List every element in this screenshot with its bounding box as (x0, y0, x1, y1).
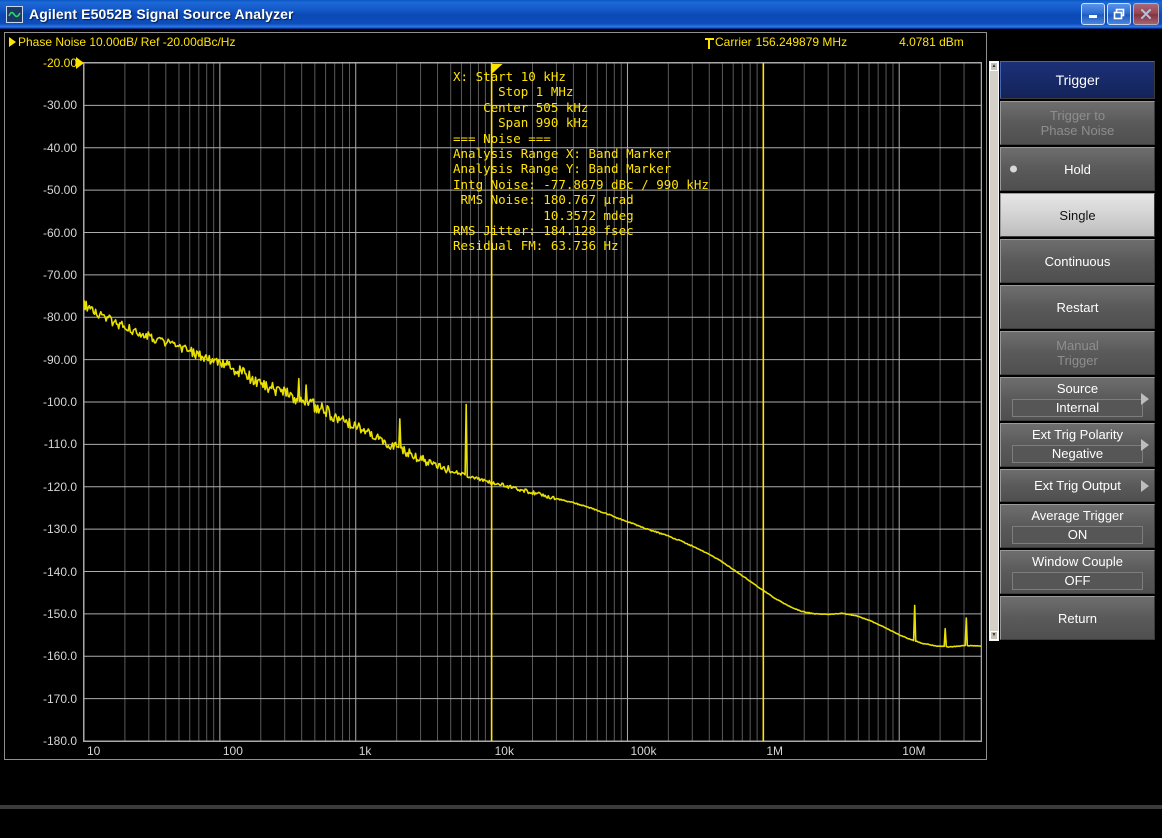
trace-marker-icon (9, 37, 16, 47)
softkey-trigger-to: Trigger to Phase Noise (1000, 101, 1155, 145)
softkey-label: Average Trigger (1031, 508, 1124, 523)
y-axis-tick-label: -40.00 (42, 140, 77, 155)
window-bottom-strip (0, 809, 1162, 838)
window-controls (1081, 3, 1159, 25)
softkey-menu: Trigger Trigger to Phase Noise Hold Single Co… (1000, 61, 1155, 642)
softkey-label: Continuous (1044, 253, 1111, 269)
softkey-label: Source (1056, 381, 1099, 396)
analysis-readout-text: X: Start 10 kHz Stop 1 MHz Center 505 kH… (453, 69, 709, 254)
softkey-window-couple[interactable]: Window Couple OFF (1000, 550, 1155, 594)
x-axis-tick-label: 10M (902, 744, 926, 758)
band-marker-flag-icon (491, 64, 503, 74)
softkey-label: Trigger to (1049, 108, 1106, 123)
softkey-label-line2: Phase Noise (1040, 123, 1115, 138)
y-axis-tick-label: -140.0 (42, 564, 77, 579)
chevron-right-icon (1141, 439, 1149, 451)
band-markers (490, 63, 765, 741)
softkey-label: Hold (1064, 161, 1091, 177)
x-axis-tick-label: 1k (358, 744, 372, 758)
y-axis-tick-label: -50.00 (42, 183, 77, 198)
phase-noise-plot (84, 63, 981, 741)
softkey-return[interactable]: Return (1000, 596, 1155, 640)
y-axis-tick-label: -160.0 (42, 649, 77, 664)
softkey-ext-trig-output[interactable]: Ext Trig Output (1000, 469, 1155, 502)
softkey-label: Ext Trig Output (1034, 478, 1121, 493)
softkey-label: Return (1057, 610, 1098, 626)
carrier-frequency: 156.249879 MHz (755, 35, 848, 49)
softkey-label: Window Couple (1031, 554, 1124, 569)
softkey-label: Restart (1056, 299, 1099, 315)
y-axis-tick-label: -100.0 (42, 395, 77, 409)
softkey-radio-indicator (1010, 165, 1017, 173)
y-axis-tick-label: -30.00 (42, 98, 77, 113)
softkey-label-line2: Trigger (1057, 353, 1098, 368)
carrier-marker-icon (705, 37, 714, 49)
x-axis-tick-label: 100 (222, 744, 243, 758)
softkey-single[interactable]: Single (1000, 193, 1155, 237)
softkey-manual: Manual Trigger (1000, 331, 1155, 375)
y-axis-tick-label: -110.0 (43, 437, 77, 452)
softkey-label: Single (1059, 207, 1096, 223)
softkey-value[interactable]: OFF (1012, 572, 1143, 590)
carrier-power: 4.0781 dBm (899, 35, 964, 49)
phase-noise-trace (84, 300, 981, 648)
minimize-icon[interactable] (1081, 3, 1105, 25)
softkey-ext-trig-polarity[interactable]: Ext Trig Polarity Negative (1000, 423, 1155, 467)
window-title: Agilent E5052B Signal Source Analyzer (29, 6, 294, 22)
close-icon[interactable] (1133, 3, 1159, 25)
carrier-label: Carrier (715, 35, 752, 49)
y-axis-tick-label: -150.0 (42, 606, 77, 621)
window-title-bar: Agilent E5052B Signal Source Analyzer (0, 0, 1162, 29)
chevron-right-icon (1141, 479, 1149, 492)
x-axis-tick-label: 10k (494, 744, 514, 758)
softkey-header: Trigger (1000, 61, 1155, 99)
softkey-hold[interactable]: Hold (1000, 147, 1155, 191)
softkey-average-trigger[interactable]: Average Trigger ON (1000, 504, 1155, 548)
y-axis-tick-label: -170.0 (42, 691, 77, 706)
softkey-value[interactable]: Internal (1012, 399, 1143, 417)
y-axis-tick-label: -60.00 (42, 225, 77, 240)
y-axis-tick-label: -20.00 (42, 56, 77, 70)
app-waveform-icon (6, 5, 23, 23)
softkey-source[interactable]: Source Internal (1000, 377, 1155, 421)
x-axis-tick-label: 1M (766, 744, 783, 758)
reference-level-marker-icon (76, 57, 84, 69)
softkey-restart[interactable]: Restart (1000, 285, 1155, 329)
scroll-down-icon[interactable]: ▼ (990, 631, 998, 640)
y-axis-tick-label: -80.00 (42, 310, 77, 325)
softkey-label: Manual (1056, 338, 1099, 353)
trace-scale-label: Phase Noise 10.00dB/ Ref -20.00dBc/Hz (9, 35, 235, 49)
x-axis-tick-label: 10 (87, 744, 101, 758)
trace-scale-text: Phase Noise 10.00dB/ Ref -20.00dBc/Hz (18, 35, 236, 49)
graph-panel[interactable]: Phase Noise 10.00dB/ Ref -20.00dBc/Hz Ca… (4, 32, 987, 760)
softkey-value[interactable]: Negative (1012, 445, 1143, 463)
y-axis-tick-label: -70.00 (42, 267, 77, 282)
chevron-right-icon (1141, 393, 1149, 405)
softkey-scrollbar[interactable]: ▲ ▼ (989, 61, 999, 641)
x-axis-tick-label: 100k (630, 744, 657, 758)
y-axis-tick-label: -120.0 (42, 479, 77, 494)
softkey-label: Ext Trig Polarity (1031, 427, 1124, 442)
softkey-continuous[interactable]: Continuous (1000, 239, 1155, 283)
measurement-area: Phase Noise 10.00dB/ Ref -20.00dBc/Hz Ca… (0, 29, 1162, 838)
carrier-readout: Carrier 156.249879 MHz 4.0781 dBm (705, 35, 964, 49)
plot-area[interactable] (83, 62, 982, 742)
y-axis-tick-label: -180.0 (42, 734, 77, 748)
y-axis-tick-label: -90.00 (42, 352, 77, 367)
y-axis-tick-label: -130.0 (42, 522, 77, 537)
softkey-value[interactable]: ON (1012, 526, 1143, 544)
restore-icon[interactable] (1107, 3, 1131, 25)
softkey-header-label: Trigger (1055, 72, 1100, 88)
scroll-up-icon[interactable]: ▲ (990, 62, 998, 71)
